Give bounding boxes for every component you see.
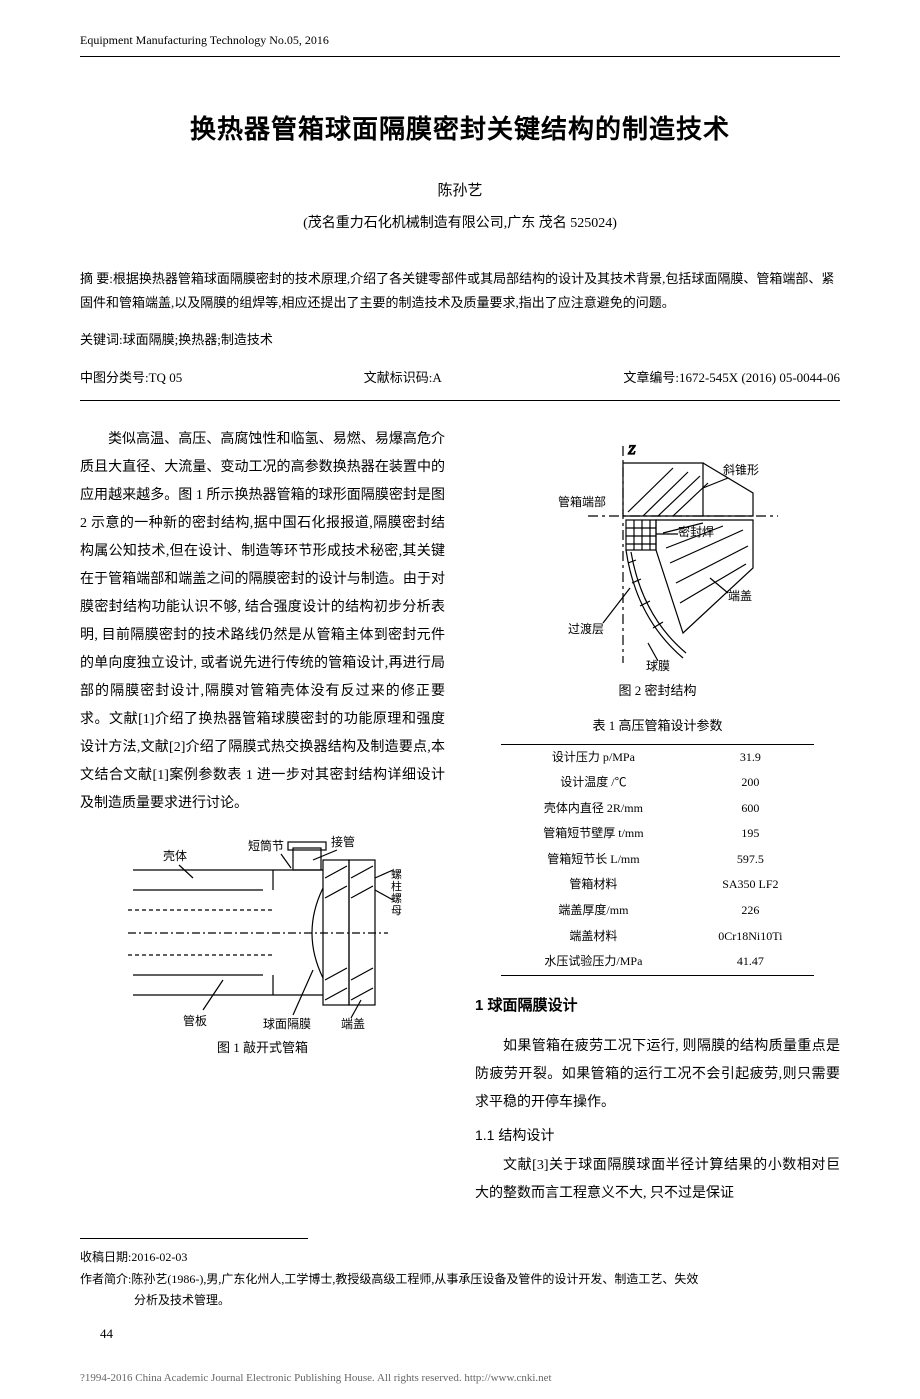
- figure-2: Z: [475, 438, 840, 702]
- svg-text:Z: Z: [628, 442, 636, 457]
- left-column: 类似高温、高压、高腐蚀性和临氢、易燃、易爆高危介质且大直径、大流量、变动工况的高…: [80, 426, 445, 1208]
- table-cell-value: 200: [686, 770, 814, 796]
- fig1-label-nozzle: 接管: [331, 834, 355, 849]
- author: 陈孙艺: [80, 178, 840, 205]
- footer-separator: [80, 1238, 308, 1239]
- fig1-label-bolt2: 柱: [391, 879, 402, 893]
- bio-line-1: 陈孙艺(1986-),男,广东化州人,工学博士,教授级高级工程师,从事承压设备及…: [131, 1272, 698, 1286]
- keywords-label: 关键词:: [80, 332, 123, 347]
- paper-title: 换热器管箱球面隔膜密封关键结构的制造技术: [80, 107, 840, 154]
- article-id: 文章编号:1672-545X (2016) 05-0044-06: [623, 366, 840, 389]
- abstract: 摘 要:根据换热器管箱球面隔膜密封的技术原理,介绍了各关键零部件或其局部结构的设…: [80, 267, 840, 316]
- fig2-label-end: 管箱端部: [558, 494, 606, 509]
- table-cell-label: 端盖材料: [501, 924, 687, 950]
- table-row: 设计温度 /℃200: [501, 770, 815, 796]
- doc-code: 文献标识码:A: [364, 366, 442, 389]
- page-number: 44: [80, 1322, 840, 1345]
- table-cell-label: 设计温度 /℃: [501, 770, 687, 796]
- table-cell-value: 597.5: [686, 847, 814, 873]
- fig2-label-cover: 端盖: [728, 589, 752, 603]
- fig1-label-bolt3: 螺: [391, 892, 402, 905]
- fig1-label-bolt1: 螺: [391, 868, 402, 881]
- fig2-label-transition: 过渡层: [568, 621, 604, 636]
- bio-line-2: 分析及技术管理。: [80, 1290, 840, 1312]
- classification-row: 中图分类号:TQ 05 文献标识码:A 文章编号:1672-545X (2016…: [80, 366, 840, 400]
- table-row: 管箱短节长 L/mm597.5: [501, 847, 815, 873]
- fig1-label-short: 短筒节: [248, 838, 284, 853]
- table-cell-label: 水压试验压力/MPa: [501, 949, 687, 975]
- figure-2-svg: Z: [528, 438, 788, 673]
- table-cell-label: 端盖厚度/mm: [501, 898, 687, 924]
- section-1-para: 如果管箱在疲劳工况下运行, 则隔膜的结构质量重点是防疲劳开裂。如果管箱的运行工况…: [475, 1033, 840, 1117]
- table-cell-label: 管箱材料: [501, 872, 687, 898]
- table-cell-value: 41.47: [686, 949, 814, 975]
- abstract-text: 根据换热器管箱球面隔膜密封的技术原理,介绍了各关键零部件或其局部结构的设计及其技…: [80, 271, 834, 311]
- bio-label: 作者简介:: [80, 1272, 131, 1286]
- keywords: 关键词:球面隔膜;换热器;制造技术: [80, 328, 840, 351]
- cnki-footer: ?1994-2016 China Academic Journal Electr…: [0, 1365, 920, 1399]
- table-row: 水压试验压力/MPa41.47: [501, 949, 815, 975]
- abstract-label: 摘 要:: [80, 271, 113, 286]
- fig1-label-shell: 壳体: [163, 849, 187, 863]
- table-row: 壳体内直径 2R/mm600: [501, 796, 815, 822]
- fig1-label-diaphragm: 球面隔膜: [263, 1017, 311, 1030]
- figure-2-caption: 图 2 密封结构: [475, 679, 840, 702]
- running-header: Equipment Manufacturing Technology No.05…: [80, 30, 840, 57]
- table-cell-label: 管箱短节长 L/mm: [501, 847, 687, 873]
- table-row: 端盖材料0Cr18Ni10Ti: [501, 924, 815, 950]
- fig2-label-sealweld: 密封焊: [678, 524, 714, 539]
- table-cell-label: 设计压力 p/MPa: [501, 744, 687, 770]
- author-bio: 作者简介:陈孙艺(1986-),男,广东化州人,工学博士,教授级高级工程师,从事…: [80, 1269, 840, 1291]
- table-cell-value: 31.9: [686, 744, 814, 770]
- fig2-label-cone: 斜锥形: [723, 463, 759, 477]
- table-cell-value: 195: [686, 821, 814, 847]
- table-1-caption: 表 1 高压管箱设计参数: [475, 714, 840, 737]
- table-1: 设计压力 p/MPa31.9设计温度 /℃200壳体内直径 2R/mm600管箱…: [501, 744, 815, 976]
- affiliation: (茂名重力石化机械制造有限公司,广东 茂名 525024): [80, 211, 840, 236]
- table-cell-value: 0Cr18Ni10Ti: [686, 924, 814, 950]
- figure-1-svg: 壳体 短筒节 接管 螺 柱 螺 母 管板 球面隔膜 端盖: [113, 830, 413, 1030]
- section-1-heading: 1 球面隔膜设计: [475, 992, 840, 1019]
- right-column: Z: [475, 426, 840, 1208]
- table-row: 端盖厚度/mm226: [501, 898, 815, 924]
- intro-paragraph: 类似高温、高压、高腐蚀性和临氢、易燃、易爆高危介质且大直径、大流量、变动工况的高…: [80, 426, 445, 818]
- clc-number: 中图分类号:TQ 05: [80, 366, 182, 389]
- table-cell-value: 600: [686, 796, 814, 822]
- table-row: 设计压力 p/MPa31.9: [501, 744, 815, 770]
- section-1-1-para: 文献[3]关于球面隔膜球面半径计算结果的小数相对巨大的整数而言工程意义不大, 只…: [475, 1152, 840, 1208]
- table-row: 管箱短节壁厚 t/mm195: [501, 821, 815, 847]
- table-cell-value: SA350 LF2: [686, 872, 814, 898]
- keywords-text: 球面隔膜;换热器;制造技术: [123, 332, 273, 347]
- fig1-label-cover: 端盖: [341, 1017, 365, 1030]
- fig1-label-tubesheet: 管板: [183, 1013, 207, 1028]
- table-row: 管箱材料SA350 LF2: [501, 872, 815, 898]
- footer-notes: 收稿日期:2016-02-03 作者简介:陈孙艺(1986-),男,广东化州人,…: [80, 1247, 840, 1312]
- table-cell-label: 壳体内直径 2R/mm: [501, 796, 687, 822]
- table-cell-value: 226: [686, 898, 814, 924]
- fig1-label-bolt4: 母: [391, 904, 402, 917]
- table-cell-label: 管箱短节壁厚 t/mm: [501, 821, 687, 847]
- section-1-1-heading: 1.1 结构设计: [475, 1123, 840, 1148]
- figure-1: 壳体 短筒节 接管 螺 柱 螺 母 管板 球面隔膜 端盖 图 1 敲开式管箱: [80, 830, 445, 1059]
- received-date: 收稿日期:2016-02-03: [80, 1247, 840, 1269]
- fig2-label-sphere: 球膜: [646, 659, 670, 673]
- figure-1-caption: 图 1 敲开式管箱: [80, 1036, 445, 1059]
